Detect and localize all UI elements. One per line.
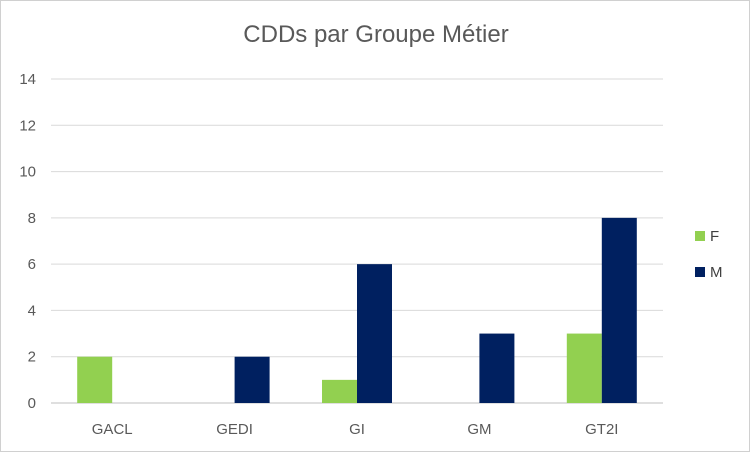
bar-f-gt2i — [566, 333, 602, 403]
bar-f-gacl — [77, 356, 113, 403]
x-tick-label: GI — [349, 421, 365, 438]
y-tick-label: 0 — [28, 395, 36, 412]
y-tick-label: 6 — [28, 256, 36, 273]
bar-m-gt2i — [601, 217, 637, 403]
x-axis-ticks: GACL GEDI GI GM GT2I — [92, 421, 619, 438]
legend-label-f: F — [710, 228, 719, 245]
x-tick-label: GT2I — [585, 421, 618, 438]
bar-m-gi — [357, 264, 392, 403]
bar-m-gedi — [234, 356, 270, 403]
x-tick-label: GM — [467, 421, 491, 438]
y-tick-label: 4 — [28, 302, 36, 319]
bars — [77, 217, 637, 403]
y-tick-label: 8 — [28, 210, 36, 227]
bar-f-gi — [322, 379, 357, 403]
bar-m-gm — [479, 333, 515, 403]
y-tick-label: 10 — [19, 164, 36, 181]
legend-swatch-m — [695, 267, 705, 277]
y-tick-label: 12 — [19, 117, 36, 134]
y-tick-label: 14 — [19, 71, 36, 88]
y-axis-ticks: 0 2 4 6 8 10 12 14 — [19, 71, 36, 412]
y-tick-label: 2 — [28, 349, 36, 366]
legend-swatch-f — [695, 231, 705, 241]
chart-title: CDDs par Groupe Métier — [243, 21, 509, 48]
x-tick-label: GEDI — [216, 421, 253, 438]
legend: FM — [695, 228, 723, 281]
x-tick-label: GACL — [92, 421, 133, 438]
legend-label-m: M — [710, 264, 723, 281]
